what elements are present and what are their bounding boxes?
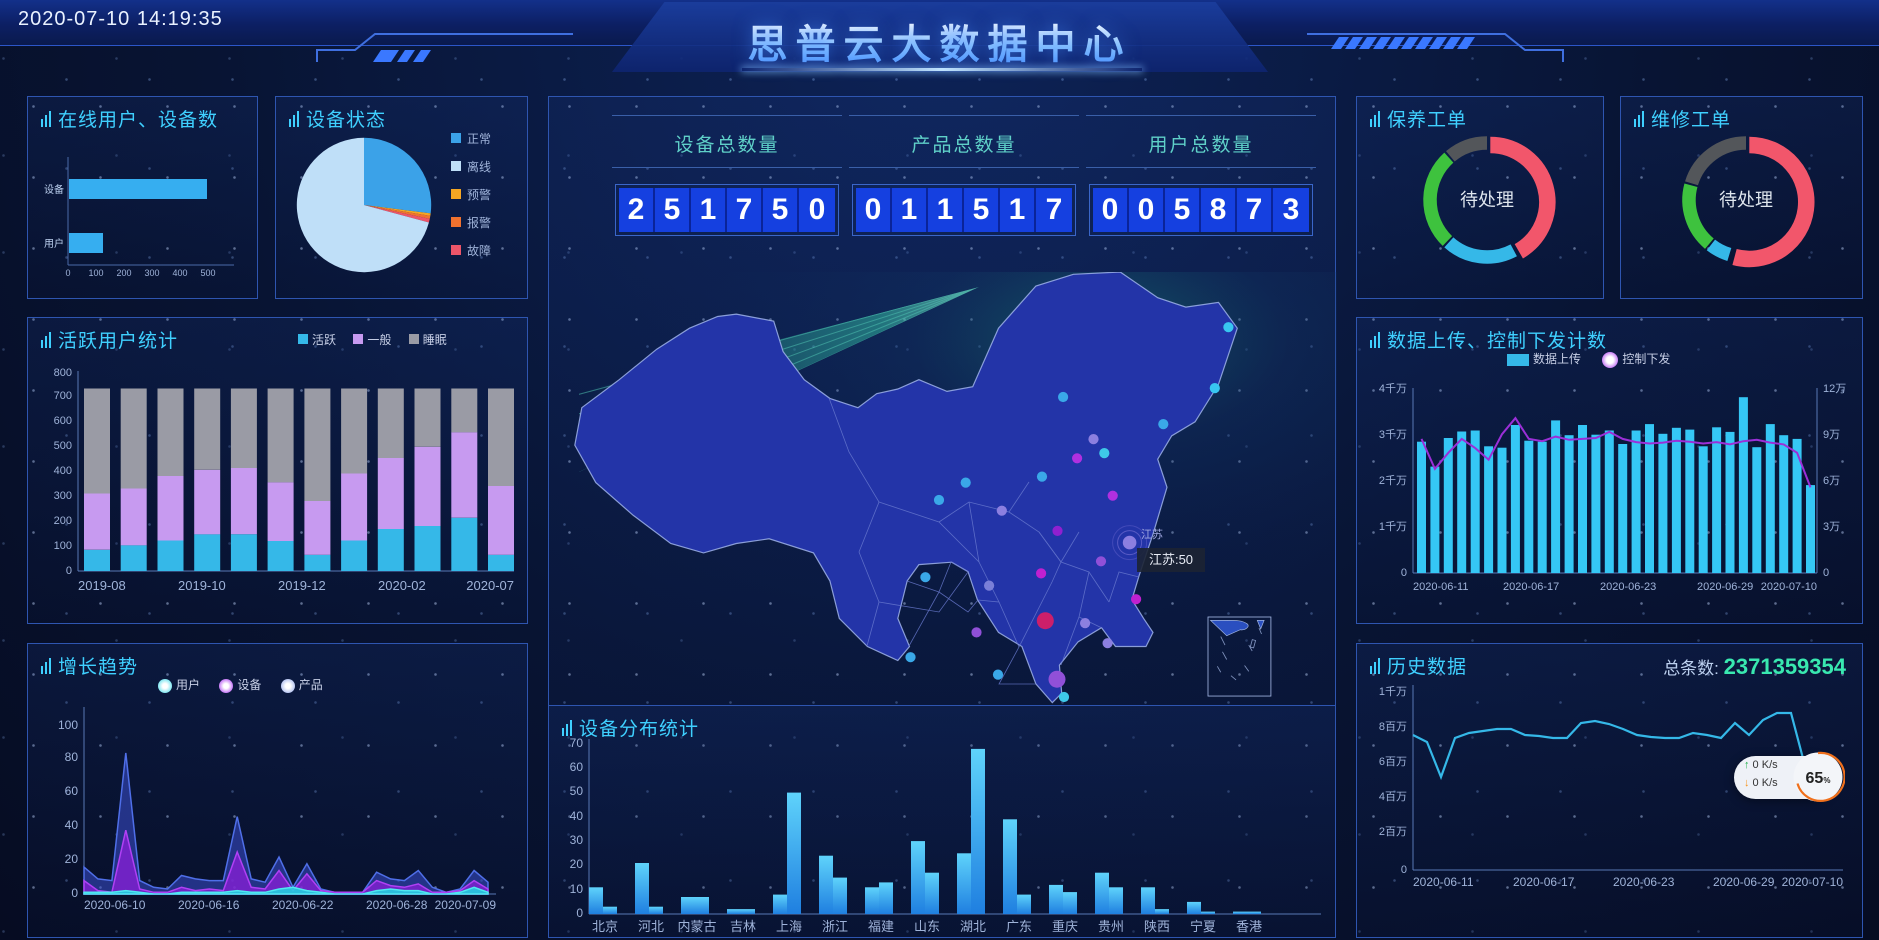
svg-text:200: 200: [116, 268, 131, 278]
svg-text:20: 20: [65, 852, 79, 866]
svg-text:300: 300: [54, 490, 72, 502]
svg-text:2020-06-17: 2020-06-17: [1513, 875, 1575, 889]
svg-text:500: 500: [200, 268, 215, 278]
svg-text:2020-06-11: 2020-06-11: [1413, 875, 1474, 889]
svg-text:2020-06-10: 2020-06-10: [84, 898, 146, 912]
svg-text:60: 60: [570, 760, 584, 774]
svg-text:2020-06-28: 2020-06-28: [366, 898, 428, 912]
svg-text:70: 70: [570, 736, 584, 750]
svg-text:6万: 6万: [1823, 475, 1840, 487]
svg-text:500: 500: [54, 440, 72, 452]
svg-text:0: 0: [1823, 567, 1829, 579]
svg-text:北京: 北京: [592, 919, 618, 934]
svg-text:2020-02: 2020-02: [378, 578, 426, 593]
svg-text:用户: 用户: [44, 237, 64, 250]
svg-text:吉林: 吉林: [730, 919, 756, 934]
svg-text:2百万: 2百万: [1379, 826, 1407, 838]
svg-text:2019-10: 2019-10: [178, 578, 226, 593]
svg-text:4百万: 4百万: [1379, 791, 1407, 803]
svg-text:1千万: 1千万: [1379, 685, 1407, 698]
svg-text:30: 30: [570, 833, 584, 847]
svg-text:200: 200: [54, 515, 72, 527]
svg-text:60: 60: [65, 784, 79, 798]
svg-text:9万: 9万: [1823, 429, 1840, 441]
svg-text:2020-06-29: 2020-06-29: [1697, 581, 1753, 593]
svg-text:2020-07-09: 2020-07-09: [435, 898, 497, 912]
svg-text:湖北: 湖北: [960, 919, 986, 934]
svg-text:400: 400: [54, 465, 72, 477]
svg-text:香港: 香港: [1236, 919, 1262, 934]
svg-text:800: 800: [54, 367, 72, 379]
svg-text:600: 600: [54, 415, 72, 427]
svg-text:6百万: 6百万: [1379, 756, 1407, 768]
svg-text:1千万: 1千万: [1379, 520, 1407, 533]
svg-text:2020-06-16: 2020-06-16: [178, 898, 240, 912]
svg-text:河北: 河北: [638, 919, 664, 934]
svg-text:2020-06-17: 2020-06-17: [1503, 581, 1559, 593]
svg-text:山东: 山东: [914, 919, 940, 934]
svg-text:3万: 3万: [1823, 521, 1840, 533]
svg-text:0: 0: [65, 268, 70, 278]
svg-text:待处理: 待处理: [1719, 190, 1773, 210]
svg-text:10: 10: [570, 882, 584, 896]
svg-text:12万: 12万: [1823, 383, 1846, 395]
svg-text:内蒙古: 内蒙古: [677, 919, 716, 934]
svg-text:2020-06-11: 2020-06-11: [1413, 581, 1468, 593]
svg-text:2020-07-10: 2020-07-10: [1782, 875, 1844, 889]
svg-text:400: 400: [172, 268, 187, 278]
svg-text:设备: 设备: [44, 183, 64, 196]
svg-text:2020-07: 2020-07: [466, 578, 514, 593]
svg-text:0: 0: [1401, 567, 1407, 579]
svg-text:0: 0: [71, 886, 78, 900]
svg-text:300: 300: [144, 268, 159, 278]
svg-text:福建: 福建: [868, 919, 894, 934]
svg-text:广东: 广东: [1006, 919, 1032, 934]
svg-text:重庆: 重庆: [1052, 919, 1078, 934]
svg-text:陕西: 陕西: [1144, 919, 1170, 934]
svg-text:2019-12: 2019-12: [278, 578, 326, 593]
svg-text:江苏:50: 江苏:50: [1149, 552, 1193, 567]
svg-text:50: 50: [570, 784, 584, 798]
svg-text:待处理: 待处理: [1460, 190, 1514, 210]
svg-text:4千万: 4千万: [1379, 383, 1407, 395]
svg-text:100: 100: [54, 540, 72, 552]
svg-text:40: 40: [65, 818, 79, 832]
svg-text:100: 100: [88, 268, 103, 278]
svg-text:700: 700: [54, 390, 72, 402]
svg-text:100: 100: [58, 718, 78, 732]
svg-text:0: 0: [1401, 864, 1407, 876]
svg-text:20: 20: [570, 857, 584, 871]
svg-text:2020-06-23: 2020-06-23: [1600, 581, 1656, 593]
svg-text:宁夏: 宁夏: [1190, 919, 1216, 934]
svg-text:2020-06-23: 2020-06-23: [1613, 875, 1675, 889]
svg-text:2019-08: 2019-08: [78, 578, 126, 593]
svg-text:上海: 上海: [776, 919, 802, 934]
svg-text:2020-06-22: 2020-06-22: [272, 898, 334, 912]
svg-text:2千万: 2千万: [1379, 474, 1407, 487]
svg-text:2020-07-10: 2020-07-10: [1761, 581, 1817, 593]
svg-text:40: 40: [570, 809, 584, 823]
svg-text:0: 0: [576, 906, 583, 920]
svg-text:3千万: 3千万: [1379, 428, 1407, 441]
svg-text:2020-06-29: 2020-06-29: [1713, 875, 1775, 889]
svg-text:0: 0: [66, 565, 72, 577]
svg-text:贵州: 贵州: [1098, 919, 1124, 934]
svg-text:浙江: 浙江: [822, 919, 848, 934]
svg-text:8百万: 8百万: [1379, 721, 1407, 733]
svg-text:80: 80: [65, 750, 79, 764]
svg-text:江苏: 江苏: [1141, 528, 1163, 541]
